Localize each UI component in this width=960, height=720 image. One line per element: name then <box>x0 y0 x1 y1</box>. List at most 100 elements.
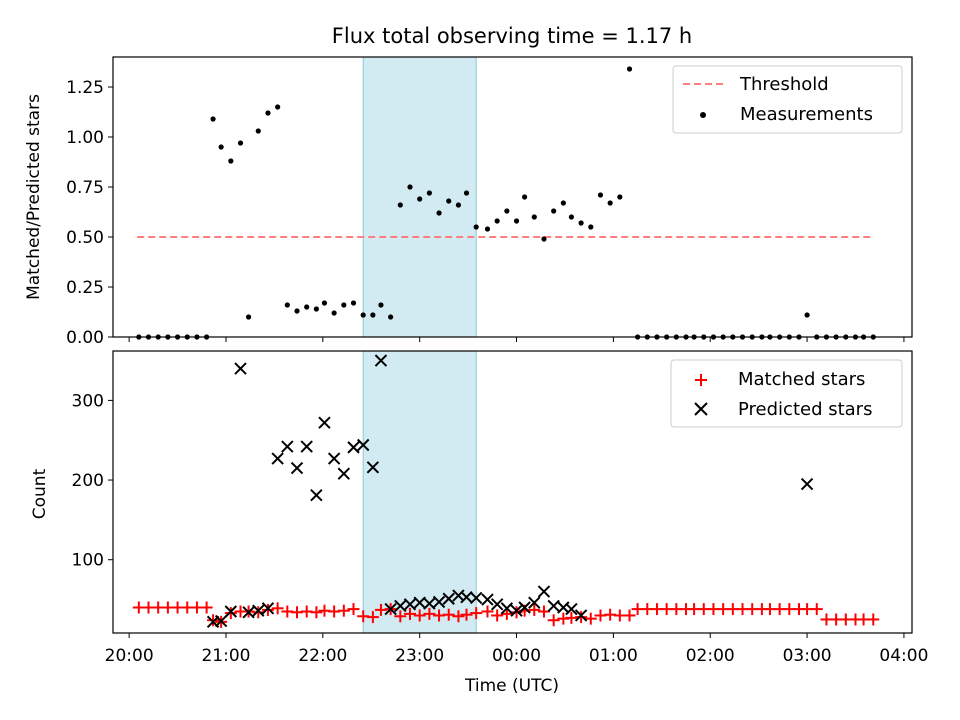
predicted-stars-point <box>224 605 238 618</box>
measurements-point <box>275 104 281 110</box>
measurements-point <box>484 226 491 232</box>
matched-stars-point <box>347 603 360 616</box>
predicted-stars-point <box>413 596 426 609</box>
predicted-stars-point <box>261 602 275 615</box>
measurements-point <box>597 192 604 198</box>
matched-stars-point <box>207 614 220 627</box>
measurements-point <box>578 220 584 226</box>
matched-stars-point <box>224 607 237 620</box>
measurements-point <box>541 236 547 242</box>
top-panel-frame <box>112 56 913 338</box>
matched-stars-point <box>423 607 436 620</box>
measurements-point <box>255 128 261 134</box>
x-tick-label: 01:00 <box>589 646 638 666</box>
measurements-point <box>228 158 234 164</box>
predicted-stars-point <box>547 599 560 613</box>
predicted-stars-point <box>565 602 578 616</box>
measurements-point <box>245 314 252 320</box>
measurements-point <box>370 312 376 318</box>
measurements-point <box>284 302 290 308</box>
measurements-point <box>397 202 403 208</box>
measurements-legend-swatch <box>700 112 706 118</box>
x-tick-label: 00:00 <box>492 646 541 666</box>
bottom-panel-x-ticks: 20:00 21:00 22:00 23:00 00:00 01:00 02:00 03:00… <box>105 633 928 666</box>
predicted-stars-point <box>394 599 407 613</box>
predicted-stars-point <box>300 440 313 453</box>
predicted-stars-point <box>271 452 284 465</box>
predicted-stars-legend-swatch <box>694 402 708 416</box>
measurements-point <box>210 116 216 122</box>
predicted-stars-point <box>442 592 455 605</box>
x-tick-label: 21:00 <box>201 646 250 666</box>
predicted-stars-point <box>384 602 397 616</box>
matched-stars-point <box>575 611 588 624</box>
y-tick-label: 300 <box>72 391 104 411</box>
y-tick-label: 0.75 <box>66 178 104 198</box>
measurements-point <box>304 304 310 310</box>
predicted-stars-point <box>518 601 531 614</box>
top-panel-legend: Threshold Measurements <box>672 65 903 134</box>
predicted-stars-point <box>337 467 351 480</box>
bottom-panel-series <box>132 354 880 629</box>
matched-stars-point <box>623 609 636 622</box>
predicted-stars-point <box>234 362 247 375</box>
predicted-stars-point <box>310 488 323 502</box>
predicted-stars-point <box>423 597 436 610</box>
measurements-point <box>350 300 357 306</box>
measurements-point <box>378 302 384 308</box>
y-tick-label: 0.00 <box>66 328 104 348</box>
top-panel-x-ticks <box>128 337 905 342</box>
predicted-stars-point <box>469 591 483 605</box>
measurements-point <box>463 190 470 196</box>
shaded-observing-window <box>362 350 477 634</box>
measurements-point <box>313 306 319 312</box>
measurements-point <box>294 308 300 314</box>
matched-stars-point <box>491 609 504 622</box>
matched-stars-point <box>337 604 350 617</box>
measurements-point <box>626 66 633 72</box>
matched-stars-point <box>452 610 465 623</box>
measurements-legend-label: Measurements <box>740 104 873 125</box>
measurements-point <box>360 312 366 318</box>
measurements-point <box>473 224 479 230</box>
measurements-point <box>341 302 347 308</box>
top-panel-y-axis-label: Matched/Predicted stars <box>24 94 44 300</box>
matched-stars-point <box>394 610 407 623</box>
measurements-point <box>237 140 244 146</box>
measurements-point <box>804 312 810 318</box>
matched-stars-point <box>584 612 597 625</box>
measurements-point <box>617 194 623 200</box>
predicted-stars-point <box>537 585 551 598</box>
x-tick-label: 23:00 <box>395 646 444 666</box>
measurements-point <box>513 218 520 224</box>
measurements-point <box>531 214 537 220</box>
y-tick-label: 200 <box>72 471 104 491</box>
predicted-stars-point <box>800 477 814 491</box>
y-tick-label: 0.25 <box>66 278 104 298</box>
predicted-stars-legend-label: Predicted stars <box>738 399 872 420</box>
matched-stars-point <box>404 607 417 620</box>
measurements-point <box>417 196 423 202</box>
matched-stars-point <box>500 607 513 620</box>
measurements-point <box>522 194 528 200</box>
measurements-point <box>494 218 500 224</box>
measurements-point <box>331 310 337 316</box>
predicted-stars-point <box>481 593 494 606</box>
predicted-stars-point <box>242 606 255 619</box>
measurements-point <box>455 202 462 208</box>
x-axis-label: Time (UTC) <box>464 676 559 696</box>
matched-stars-point <box>252 606 265 619</box>
x-tick-label: 02:00 <box>686 646 735 666</box>
predicted-stars-point <box>574 609 588 622</box>
measurements-point <box>504 208 510 214</box>
measurements-point <box>388 314 394 320</box>
measurements-point <box>446 198 452 204</box>
y-tick-label: 1.00 <box>66 128 104 148</box>
x-tick-label: 03:00 <box>783 646 832 666</box>
matched-stars-point <box>460 608 473 621</box>
bottom-panel-shaded-interval <box>362 350 477 634</box>
y-tick-label: 0.50 <box>66 228 104 248</box>
top-legend-box <box>672 65 903 134</box>
matched-stars-point <box>261 603 274 616</box>
bottom-panel-y-axis-label: Count <box>30 468 50 519</box>
